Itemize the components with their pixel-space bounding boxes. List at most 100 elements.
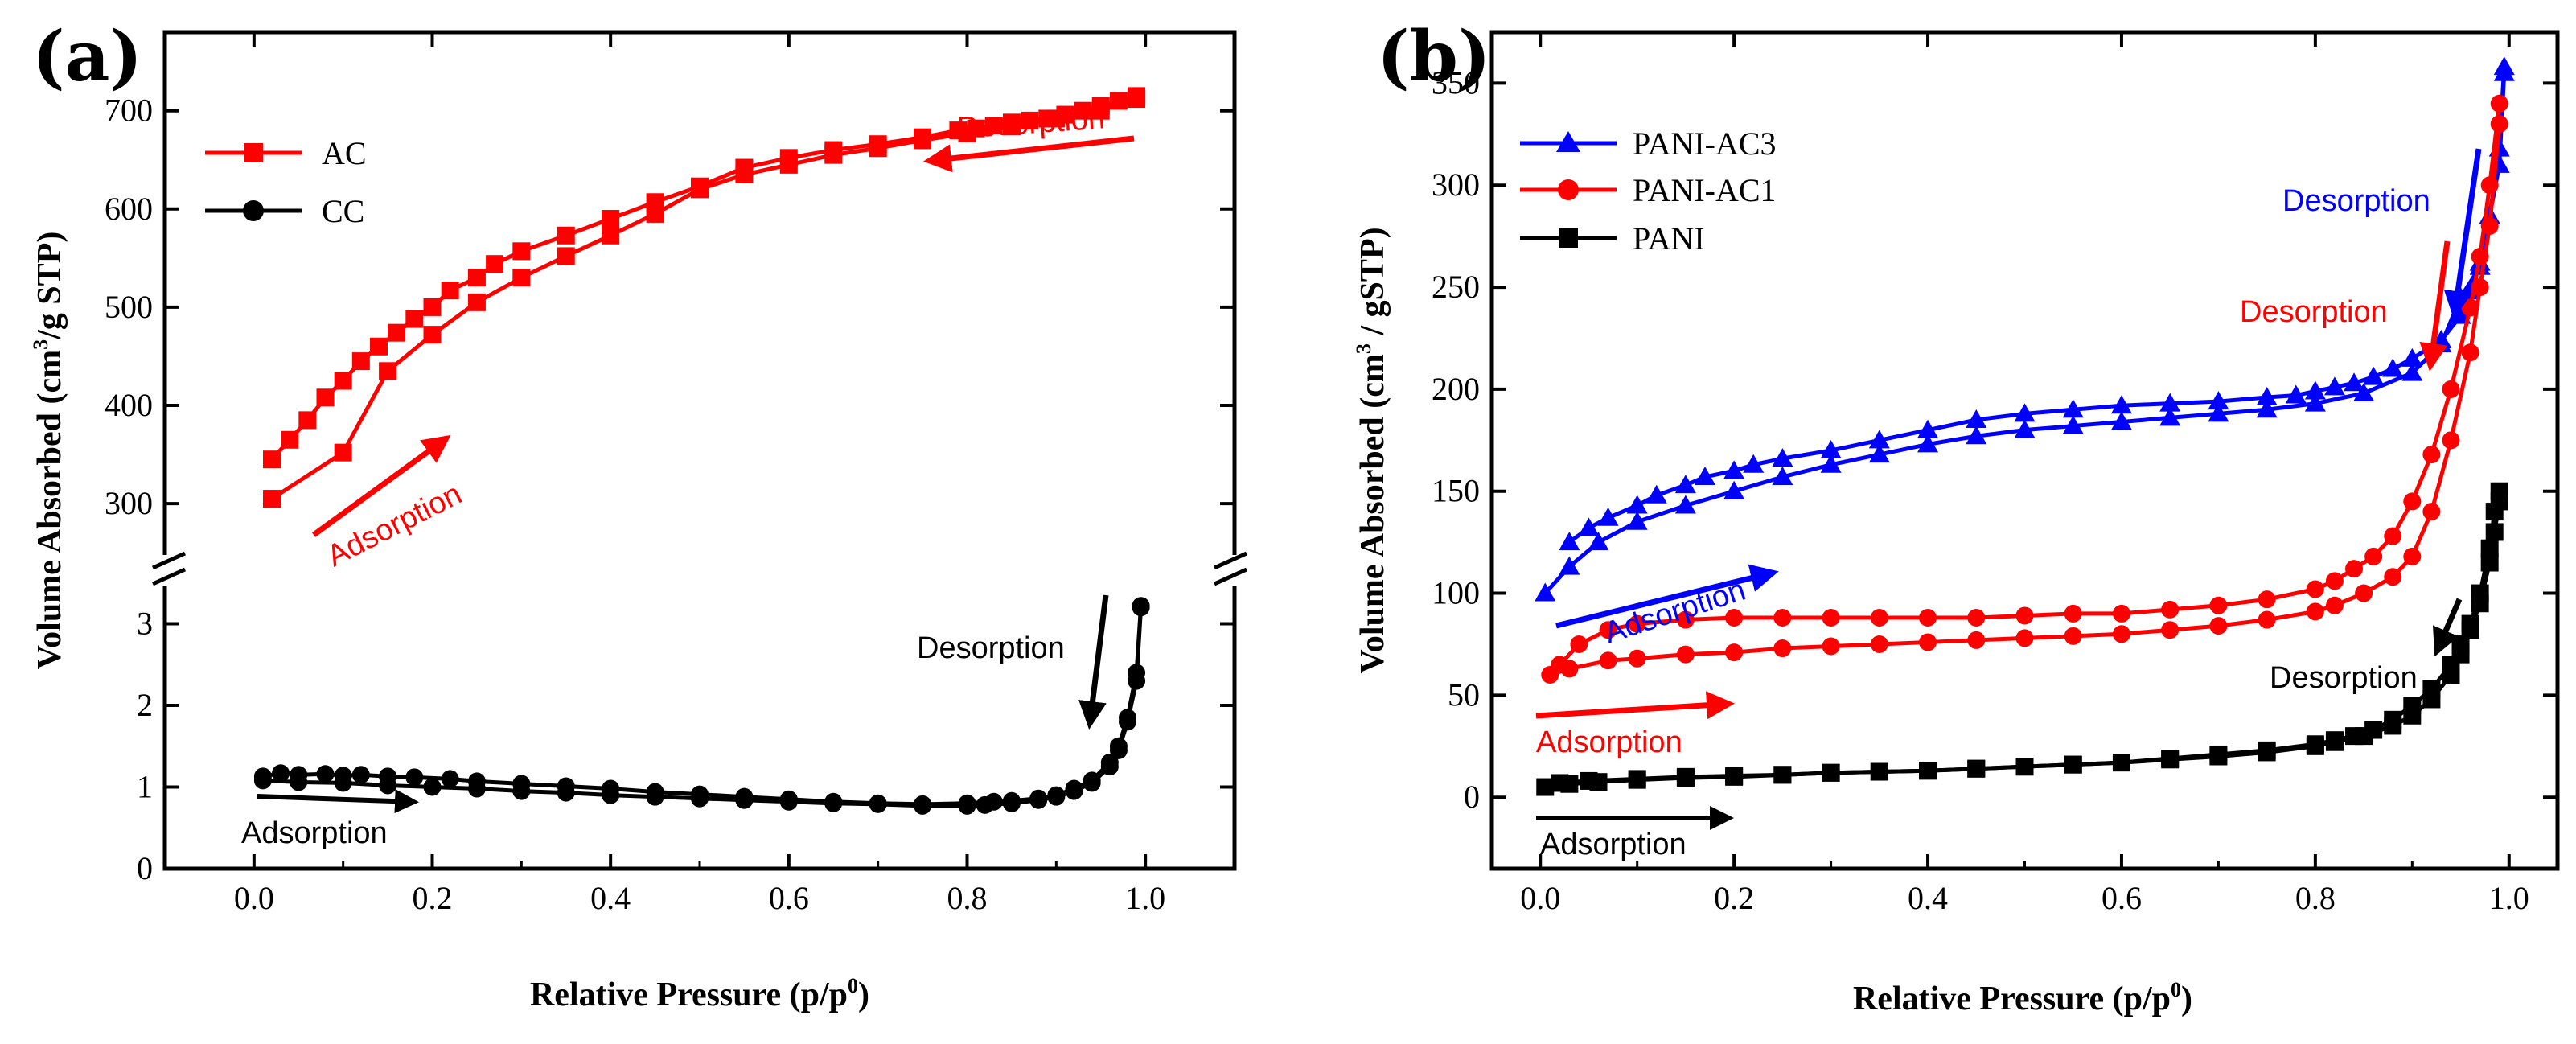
ac-desorption-point — [512, 242, 531, 261]
ac-desorption-point — [824, 141, 843, 159]
legend-item-pani-ac1: PANI-AC1 — [1520, 172, 1777, 208]
pani-ac1-desorption-point — [2209, 596, 2228, 614]
ac-adsorption-line — [270, 97, 1137, 501]
pani-ac3-adsorption-point — [1674, 495, 1696, 514]
x-tick-label: 0.6 — [2101, 880, 2142, 916]
pani-ac3-adsorption-point — [1535, 582, 1556, 602]
pani-ac3-adsorption-point — [1966, 425, 1987, 445]
ac-desorption-point — [557, 226, 575, 245]
arrow-pani-ac3-adsorption — [1555, 564, 1779, 629]
ac-desorption-point — [351, 352, 370, 371]
pani-ac3-desorption-point — [2256, 387, 2278, 406]
ac-desorption-point — [281, 430, 299, 449]
legend-item-ac: AC — [205, 135, 367, 171]
pani-ac3-adsorption-point — [2353, 382, 2375, 401]
x-tick-label: 0.0 — [234, 880, 274, 916]
y-tick-label: 2 — [137, 687, 153, 723]
pani-ac1-desorption-point — [2306, 580, 2324, 598]
y-tick-label: 500 — [105, 289, 153, 325]
pani-ac3-adsorption-point — [2304, 393, 2326, 412]
cc-desorption-point — [1119, 709, 1136, 727]
legend-pani-square-marker — [1559, 228, 1578, 248]
pani-desorption-point — [2471, 584, 2489, 602]
cc-desorption-point — [272, 764, 290, 783]
ac-desorption-point — [423, 298, 442, 316]
ac-desorption-point — [1038, 109, 1057, 128]
ac-desorption-point — [334, 372, 352, 390]
pani-ac3-adsorption-point — [1559, 556, 1580, 575]
pani-desorption-point — [1676, 767, 1695, 786]
pani-ac1-adsorption-point — [1967, 631, 1986, 649]
pani-desorption-point — [2161, 750, 2180, 768]
pani-ac3-desorption-point — [2363, 366, 2385, 385]
pani-desorption-point — [2461, 614, 2479, 633]
pani-ac1-desorption-point — [2471, 248, 2489, 266]
ac-desorption-point — [486, 255, 504, 273]
ac-desorption-point — [984, 117, 1003, 135]
y-tick-label: 600 — [105, 191, 153, 227]
annotation-pani-ac1-desorption: Desorption — [2240, 295, 2388, 329]
pani-ac1-adsorption-point — [2461, 343, 2479, 362]
pani-ac3-desorption-line — [1567, 66, 2507, 545]
y-tick-label: 400 — [105, 387, 153, 423]
ac-desorption-point — [646, 193, 664, 212]
ac-adsorption-point — [334, 443, 352, 462]
pani-ac1-desorption-point — [1551, 656, 1569, 674]
ac-desorption-point — [263, 450, 281, 469]
pani-ac3-desorption-point — [1645, 484, 1667, 504]
legend-pani-ac1-circle-marker — [1558, 179, 1579, 200]
pani-ac3-desorption-point — [2344, 372, 2365, 392]
cc-desorption-point — [1002, 791, 1021, 810]
cc-desorption-point — [512, 775, 531, 793]
annotation-pani-desorption: Desorption — [2270, 661, 2418, 695]
ac-desorption-point — [1021, 111, 1039, 129]
pani-ac1-adsorption-point — [2325, 596, 2344, 614]
y-tick-label: 200 — [1432, 371, 1480, 407]
arrow-cc-desorption — [1078, 594, 1109, 730]
x-tick-label: 0.2 — [1714, 880, 1754, 916]
pani-ac1-desorption-point — [1676, 610, 1695, 629]
pani-ac3-adsorption-point — [2014, 419, 2036, 438]
pani-ac1-desorption-point — [2064, 604, 2082, 623]
pani-ac1-desorption-point — [1725, 609, 1744, 627]
pani-ac1-desorption-point — [2112, 604, 2130, 623]
pani-ac3-desorption-point — [2110, 395, 2132, 414]
arrow-pani-ac1-adsorption — [1535, 691, 1735, 720]
legend-pani-ac1-label: PANI-AC1 — [1633, 172, 1777, 208]
y-tick-label: 3 — [137, 606, 153, 642]
pani-desorption-point — [2485, 503, 2504, 521]
cc-desorption-point — [1029, 789, 1048, 808]
ac-desorption-point — [949, 121, 968, 140]
ac-desorption-point — [1056, 105, 1074, 124]
cc-desorption-point — [602, 779, 620, 798]
pani-desorption-point — [2325, 731, 2344, 750]
pani-desorption-point — [2306, 735, 2324, 754]
panel-b-x-axis-title: Relative Pressure (p/p0) — [1853, 978, 2192, 1017]
pani-desorption-point — [1870, 762, 1888, 781]
pani-ac3-desorption-point — [2493, 56, 2515, 76]
ac-desorption-point — [467, 269, 486, 287]
pani-ac3-adsorption-point — [1772, 466, 1793, 485]
cc-desorption-point — [958, 794, 976, 812]
panel-b-legend: PANI-AC3 PANI-AC1 PANI — [1520, 125, 1777, 257]
ac-desorption-point — [869, 135, 887, 154]
pani-ac1-desorption-point — [2325, 572, 2344, 590]
pani-ac1-adsorption-point — [1599, 651, 1617, 670]
pani-ac3-desorption-point — [1559, 532, 1580, 551]
annotation-pani-adsorption: Adsorption — [1540, 828, 1687, 861]
cc-desorption-point — [1109, 737, 1128, 755]
arrow-cc-adsorption — [257, 789, 419, 814]
cc-desorption-point — [467, 772, 486, 791]
pani-desorption-point — [2451, 635, 2470, 653]
panel-a-ticks: 0.0 0.2 0.4 0.6 0.8 1.0 300 400 500 600 700 0 1 2 3 — [105, 32, 1236, 916]
pani-desorption-point — [1967, 759, 1986, 778]
pani-desorption-point — [2015, 758, 2034, 776]
pani-ac3-desorption-point — [2382, 358, 2404, 377]
legend-ac-label: AC — [322, 135, 367, 171]
y-tick-label: 150 — [1432, 473, 1480, 509]
cc-desorption-point — [1128, 664, 1146, 682]
pani-ac1-adsorption-point — [2015, 629, 2034, 647]
pani-desorption-point — [1725, 767, 1744, 785]
pani-ac3-desorption-point — [1597, 507, 1619, 526]
